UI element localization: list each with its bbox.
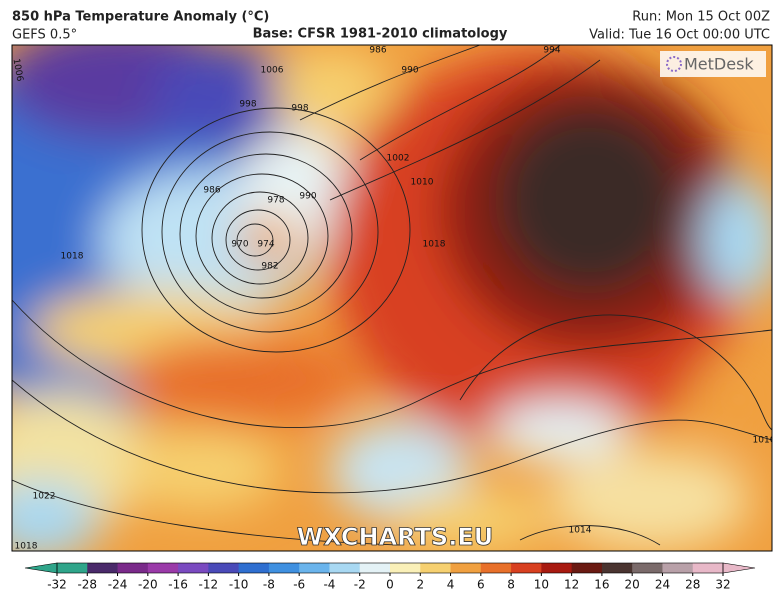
isobar-label: 990 — [401, 66, 418, 76]
colorbar-tick-label: 16 — [594, 578, 609, 592]
isobar-label: 990 — [299, 192, 316, 202]
colorbar-tick-label: -4 — [323, 578, 335, 592]
color-end-low — [24, 562, 58, 574]
color-segment — [87, 563, 119, 573]
colorbar-tick-label: 24 — [655, 578, 670, 592]
isobar-label: 1018 — [61, 252, 84, 262]
isobar-label: 998 — [239, 100, 256, 110]
color-segment — [480, 563, 512, 573]
isobar-label: 994 — [543, 46, 560, 56]
isobar-label: 1002 — [387, 154, 410, 164]
isobars — [12, 45, 772, 546]
isobar-label: 1010 — [753, 436, 776, 446]
color-segment — [450, 563, 482, 573]
color-segment — [178, 563, 209, 573]
color-segment — [541, 563, 573, 573]
color-segment — [238, 563, 270, 573]
logo-box — [660, 51, 766, 77]
isobar-label: 986 — [369, 46, 386, 56]
title: 850 hPa Temperature Anomaly (°C) — [12, 10, 269, 25]
color-segment — [208, 563, 240, 573]
colorbar-tick-label: -6 — [293, 578, 305, 592]
colorbar-tick-label: -28 — [77, 578, 97, 592]
model: GEFS 0.5° — [12, 28, 77, 43]
color-segment — [268, 563, 300, 573]
run: Run: Mon 15 Oct 00Z — [632, 10, 770, 25]
color-segment — [511, 563, 542, 573]
map-frame — [11, 44, 773, 552]
colorbar-tick-label: -10 — [229, 578, 249, 592]
colorbar-tick-label: 10 — [534, 578, 549, 592]
watermark: WXCHARTS.EU — [297, 523, 493, 551]
color-segment — [601, 563, 633, 573]
isobar-label: 1018 — [15, 542, 38, 552]
isobar-label: 1006 — [261, 66, 284, 76]
isobar-label: 998 — [291, 104, 308, 114]
color-segment — [390, 563, 421, 573]
logo-icon — [666, 56, 682, 72]
colorbar-tick-label: -8 — [263, 578, 275, 592]
color-segment — [117, 563, 149, 573]
isobar-labels: 1006 998 994 990 986 998 986 978 970 974 982 990 100… — [11, 46, 776, 552]
isobar-label: 1006 — [11, 58, 25, 83]
colorbar-tick-label: 4 — [447, 578, 455, 592]
isobar-label: 982 — [261, 262, 278, 272]
isobar-label: 1018 — [423, 240, 446, 250]
color-segment — [662, 563, 694, 573]
base: Base: CFSR 1981-2010 climatology — [253, 27, 508, 42]
color-segment — [329, 563, 361, 573]
isobar-label: 978 — [267, 196, 284, 206]
isobar-label: 974 — [257, 240, 274, 250]
isobar-label: 1010 — [411, 178, 434, 188]
map: 1006 998 994 990 986 998 986 978 970 974 982 990 100… — [11, 45, 776, 552]
color-end-high — [722, 562, 756, 574]
colorbar-tick-label: 28 — [685, 578, 700, 592]
colorbar-tick-label: -32 — [47, 578, 67, 592]
colorbar-tick-label: 12 — [564, 578, 579, 592]
colorbar-tick-label: -24 — [108, 578, 128, 592]
color-segment — [571, 563, 603, 573]
color-segment — [359, 563, 391, 573]
color-segment — [420, 563, 452, 573]
isobar-label: 970 — [231, 240, 248, 250]
color-segment — [57, 563, 88, 573]
colorbar-tick-label: 8 — [507, 578, 515, 592]
colorbar-tick-label: 6 — [477, 578, 485, 592]
colorbar-tick-label: -2 — [354, 578, 366, 592]
colorbar-tick-label: 0 — [386, 578, 394, 592]
color-segment — [692, 563, 724, 573]
colorbar-tick-label: 20 — [625, 578, 640, 592]
isobar-label: 1014 — [569, 526, 592, 536]
color-segment — [147, 563, 179, 573]
valid: Valid: Tue 16 Oct 00:00 UTC — [589, 28, 770, 43]
logo: MetDesk — [684, 55, 754, 74]
colorbar: -32 -28 -24 -20 -16 -12 -10 -8 -6 -4 -2 0 2 4 6 8 10 12 16… — [24, 562, 756, 592]
colorbar-tick-label: -12 — [199, 578, 219, 592]
color-segment — [299, 563, 330, 573]
isobar-label: 1022 — [33, 492, 56, 502]
colorbar-tick-label: 2 — [416, 578, 424, 592]
isobar-label: 986 — [203, 186, 220, 196]
color-segment — [632, 563, 663, 573]
colorbar-tick-label: 32 — [715, 578, 730, 592]
colorbar-tick-label: -20 — [138, 578, 158, 592]
colorbar-tick-label: -16 — [168, 578, 188, 592]
